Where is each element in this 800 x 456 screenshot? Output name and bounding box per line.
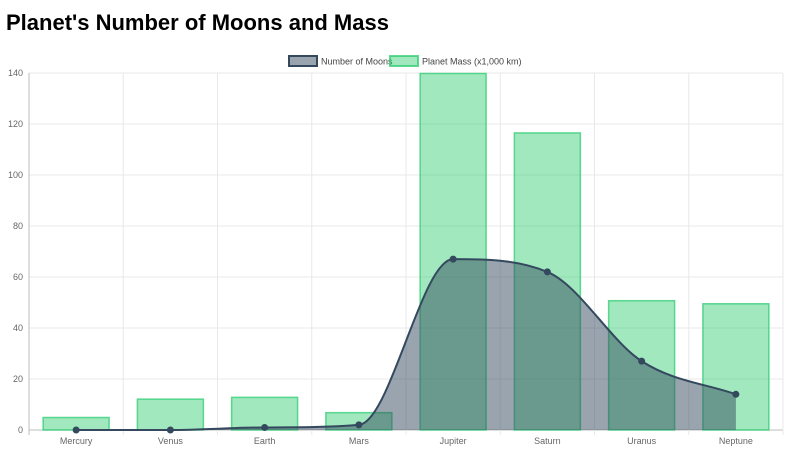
legend-label-2: Planet Mass (x1,000 km) [422,57,522,67]
legend-label-1: Number of Moons [321,57,393,67]
y-tick-label: 120 [8,119,23,129]
x-tick-label: Uranus [627,436,657,446]
x-tick-label: Neptune [719,436,753,446]
line-point-jupiter [449,255,457,263]
x-tick-label: Mars [349,436,369,446]
axes: 0 20 40 60 80 100 120 140 Mercury Venus Earth Mars J… [8,68,753,446]
legend-swatch-2 [389,55,419,67]
y-tick-label: 0 [18,425,23,435]
line-point-uranus [638,357,646,365]
line-point-neptune [732,390,740,398]
y-tick-label: 140 [8,68,23,78]
line-point-earth [261,423,269,431]
y-tick-label: 100 [8,170,23,180]
x-tick-label: Jupiter [440,436,467,446]
x-tick-label: Saturn [534,436,561,446]
bar-venus [136,398,205,431]
line-point-mercury [72,426,80,434]
line-series [72,255,740,434]
y-tick-label: 40 [13,323,23,333]
line-point-venus [166,426,174,434]
y-tick-label: 20 [13,374,23,384]
line-path [76,258,737,432]
x-tick-label: Earth [254,436,276,446]
legend-swatch-1 [288,55,318,67]
x-tick-label: Venus [158,436,184,446]
line-point-saturn [543,268,551,276]
chart-title: Planet's Number of Moons and Mass [6,10,389,35]
line-area-fill [76,259,736,430]
y-tick-label: 80 [13,221,23,231]
x-tick-label: Mercury [60,436,93,446]
y-tick-label: 60 [13,272,23,282]
line-point-mars [355,421,363,429]
legend[interactable]: Number of Moons Planet Mass (x1,000 km) [288,55,522,67]
